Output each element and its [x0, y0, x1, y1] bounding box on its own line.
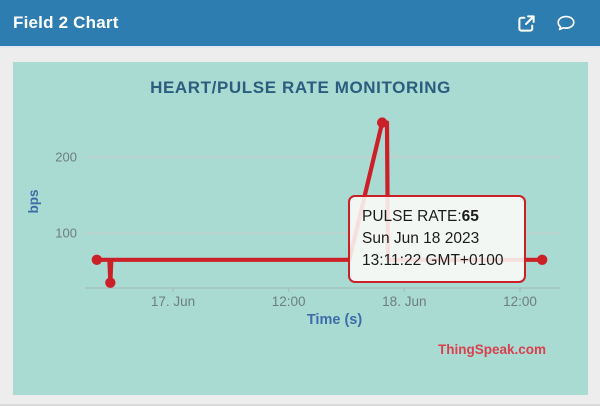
x-tick-label: 17. Jun — [151, 294, 195, 309]
chart-widget: 100 200 17. Jun 12:00 18. Jun 12:00 bps Time (s… — [13, 62, 588, 395]
x-tick-label: 12:00 — [503, 294, 537, 309]
y-axis-label: bps — [26, 189, 41, 213]
tooltip-value: 65 — [461, 208, 479, 225]
y-tick-label: 200 — [55, 149, 77, 164]
tooltip-value-line: PULSE RATE:65 — [362, 206, 512, 228]
thingspeak-watermark[interactable]: ThingSpeak.com — [437, 342, 546, 357]
widget-title: Field 2 Chart — [13, 13, 119, 32]
data-point-marker[interactable] — [536, 254, 548, 266]
x-axis-label: Time (s) — [307, 312, 363, 328]
widget-header: Field 2 Chart — [0, 0, 600, 48]
x-tick-label: 18. Jun — [382, 294, 426, 309]
window-bottom-border — [0, 404, 600, 406]
chart-tooltip: PULSE RATE:65 Sun Jun 18 2023 13:11:22 G… — [348, 195, 526, 283]
x-tick-label: 12:00 — [272, 294, 306, 309]
chart-title: HEART/PULSE RATE MONITORING — [150, 78, 451, 97]
data-point-marker[interactable] — [105, 277, 116, 288]
tooltip-label: PULSE RATE: — [362, 208, 462, 225]
header-actions — [517, 14, 600, 33]
y-tick-label: 100 — [55, 226, 77, 241]
export-icon[interactable] — [517, 14, 536, 33]
data-point-marker[interactable] — [91, 254, 103, 266]
tooltip-time: 13:11:22 GMT+0100 — [362, 252, 504, 269]
tooltip-date: Sun Jun 18 2023 — [362, 230, 480, 247]
comment-icon[interactable] — [556, 14, 576, 32]
data-point-marker[interactable] — [376, 117, 388, 128]
